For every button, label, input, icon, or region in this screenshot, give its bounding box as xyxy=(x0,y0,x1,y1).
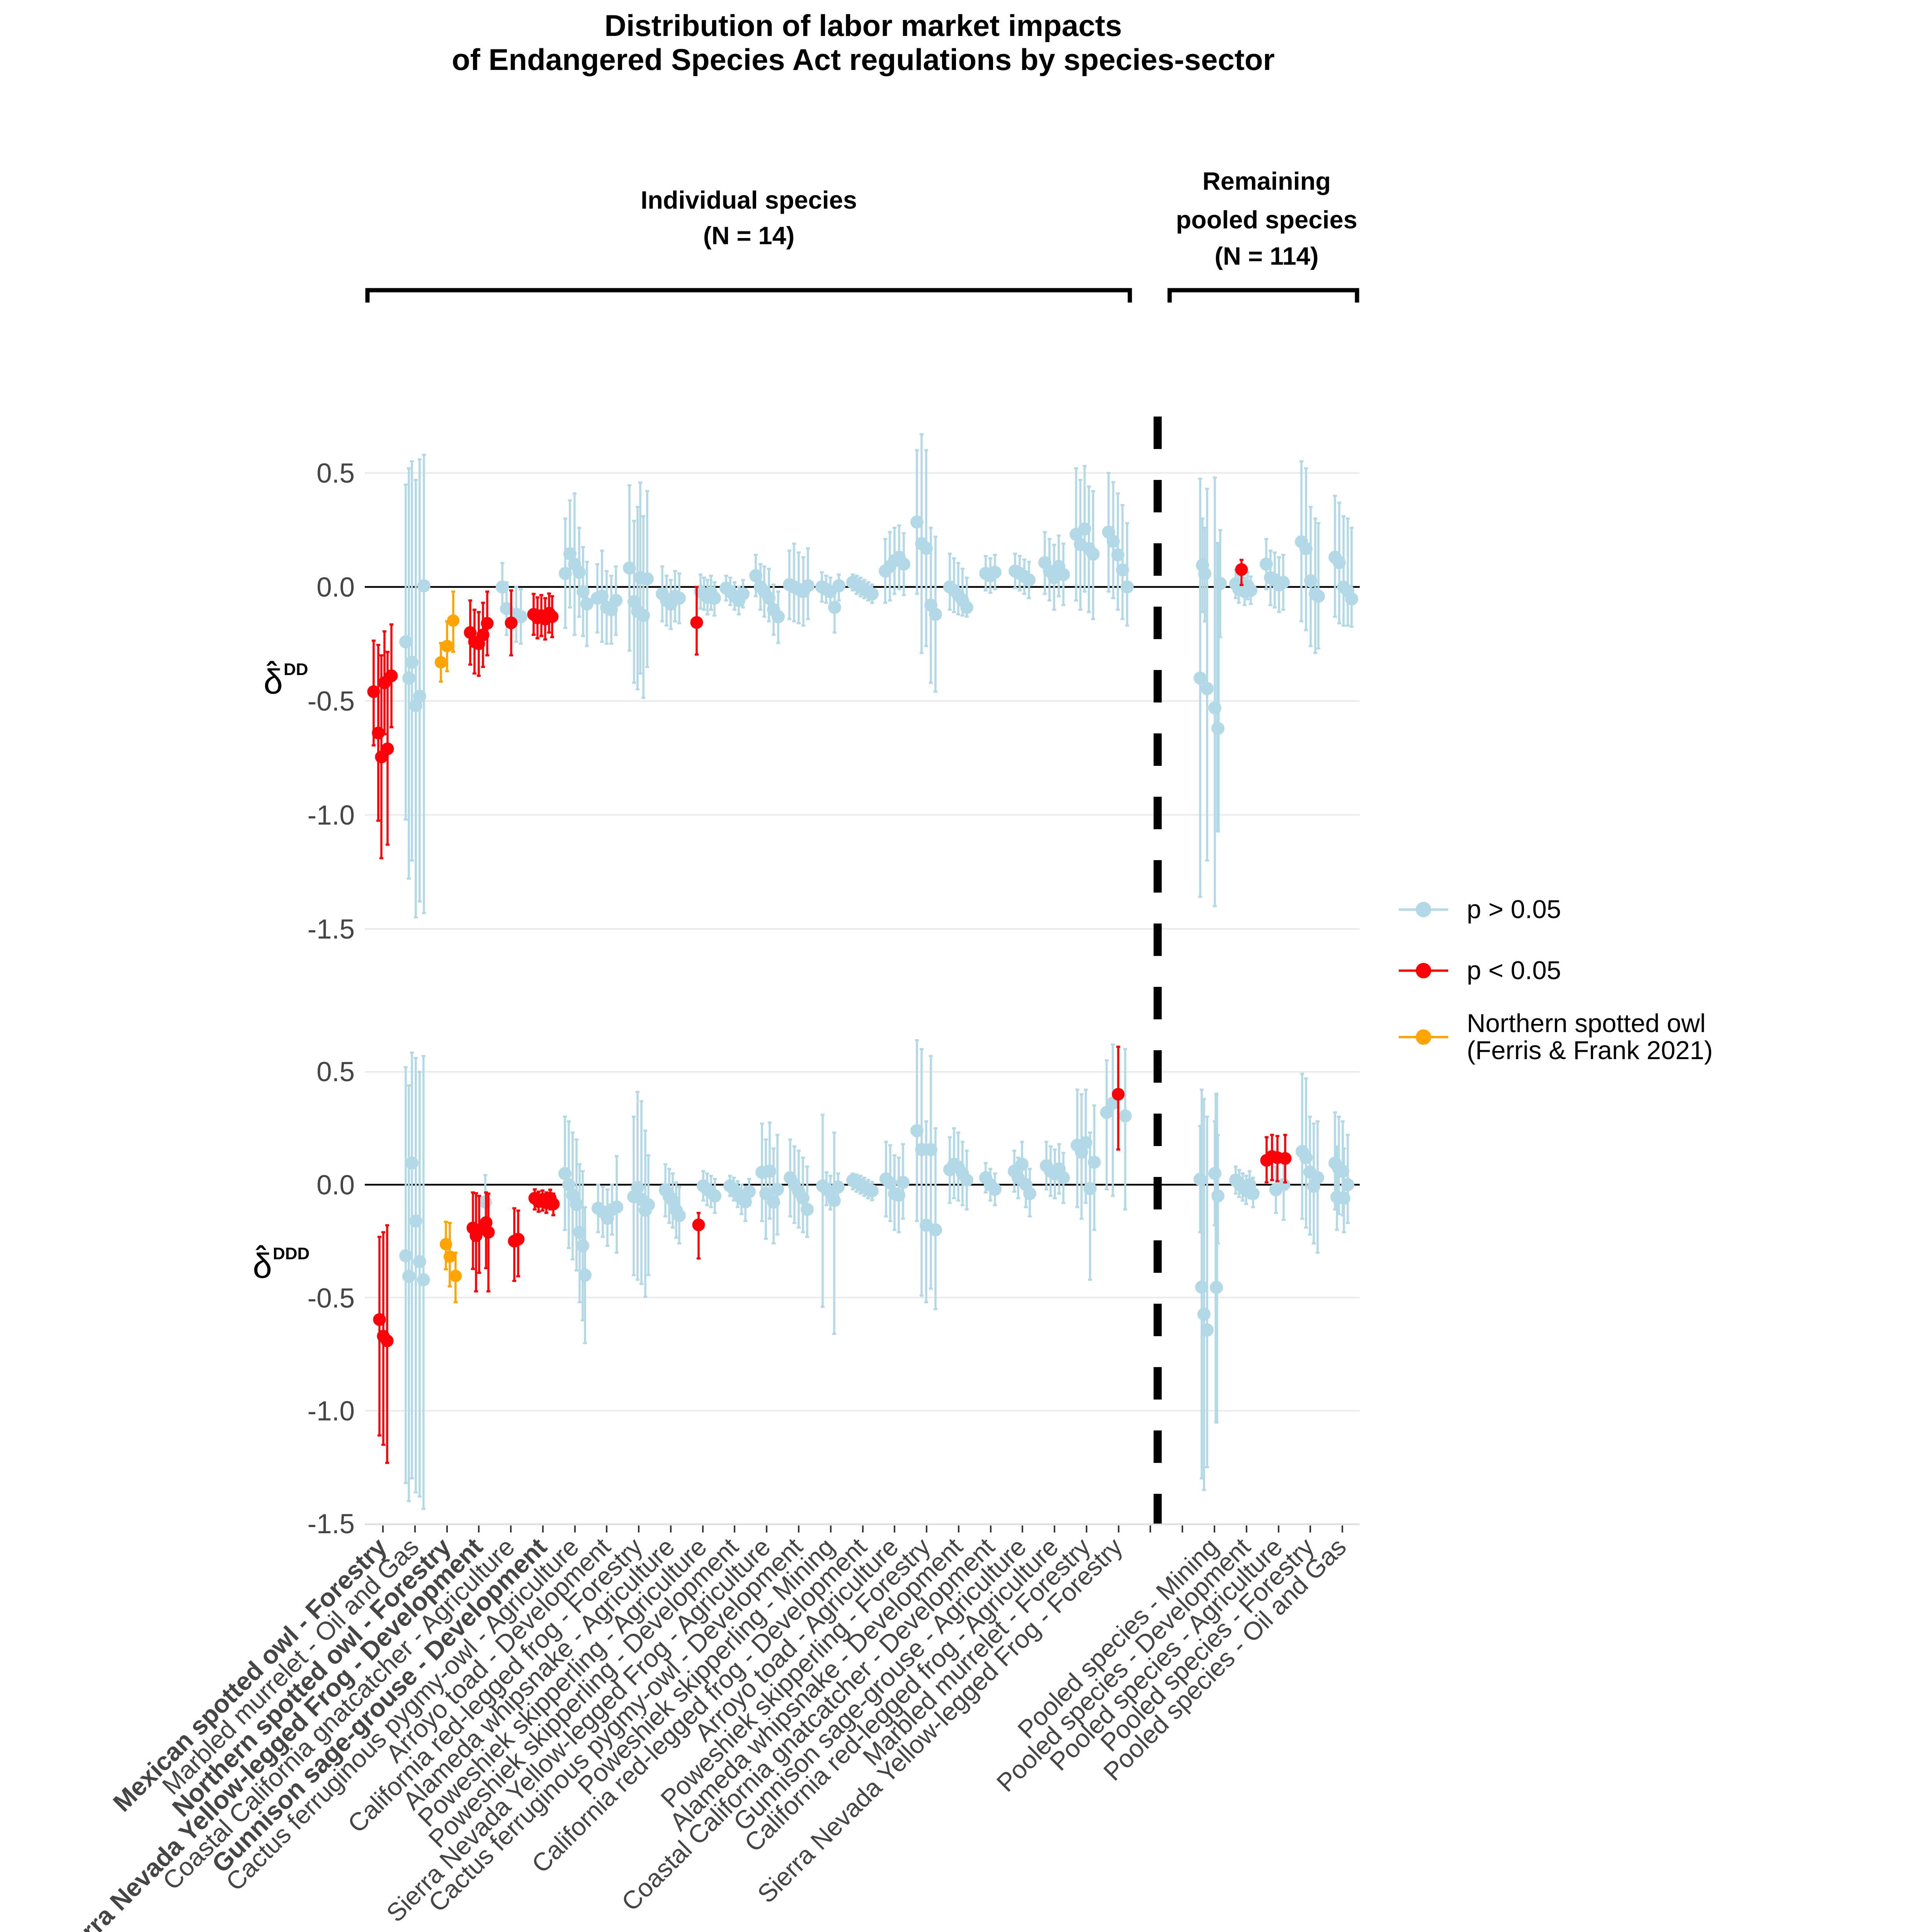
svg-text:(N = 14): (N = 14) xyxy=(703,221,795,250)
svg-text:Distribution of labor market i: Distribution of labor market impacts xyxy=(604,9,1122,43)
svg-text:0.5: 0.5 xyxy=(316,1057,355,1087)
svg-text:pooled species: pooled species xyxy=(1176,206,1357,234)
svg-text:(N = 114): (N = 114) xyxy=(1214,242,1318,270)
svg-text:δ: δ xyxy=(253,1247,272,1286)
svg-text:Individual species: Individual species xyxy=(641,186,857,214)
svg-text:-1.5: -1.5 xyxy=(308,1509,355,1539)
svg-text:δ: δ xyxy=(264,663,283,701)
svg-text:0.0: 0.0 xyxy=(316,1170,355,1201)
svg-text:Northern spotted owl: Northern spotted owl xyxy=(1467,1009,1706,1038)
svg-text:-0.5: -0.5 xyxy=(308,686,355,717)
svg-text:p < 0.05: p < 0.05 xyxy=(1467,956,1561,985)
svg-text:DDD: DDD xyxy=(273,1244,310,1263)
svg-text:0.5: 0.5 xyxy=(316,458,355,489)
svg-text:0.0: 0.0 xyxy=(316,572,355,603)
svg-text:-1.5: -1.5 xyxy=(308,914,355,945)
svg-text:Remaining: Remaining xyxy=(1202,167,1331,195)
svg-text:ˆ: ˆ xyxy=(256,1241,266,1273)
svg-text:-1.0: -1.0 xyxy=(308,1396,355,1427)
svg-text:ˆ: ˆ xyxy=(267,656,277,689)
svg-text:DD: DD xyxy=(284,660,308,679)
svg-text:p > 0.05: p > 0.05 xyxy=(1467,895,1561,924)
svg-text:of Endangered Species Act regu: of Endangered Species Act regulations by… xyxy=(452,43,1275,77)
svg-text:(Ferris & Frank 2021): (Ferris & Frank 2021) xyxy=(1467,1036,1713,1065)
svg-text:-0.5: -0.5 xyxy=(308,1283,355,1314)
svg-text:-1.0: -1.0 xyxy=(308,800,355,831)
